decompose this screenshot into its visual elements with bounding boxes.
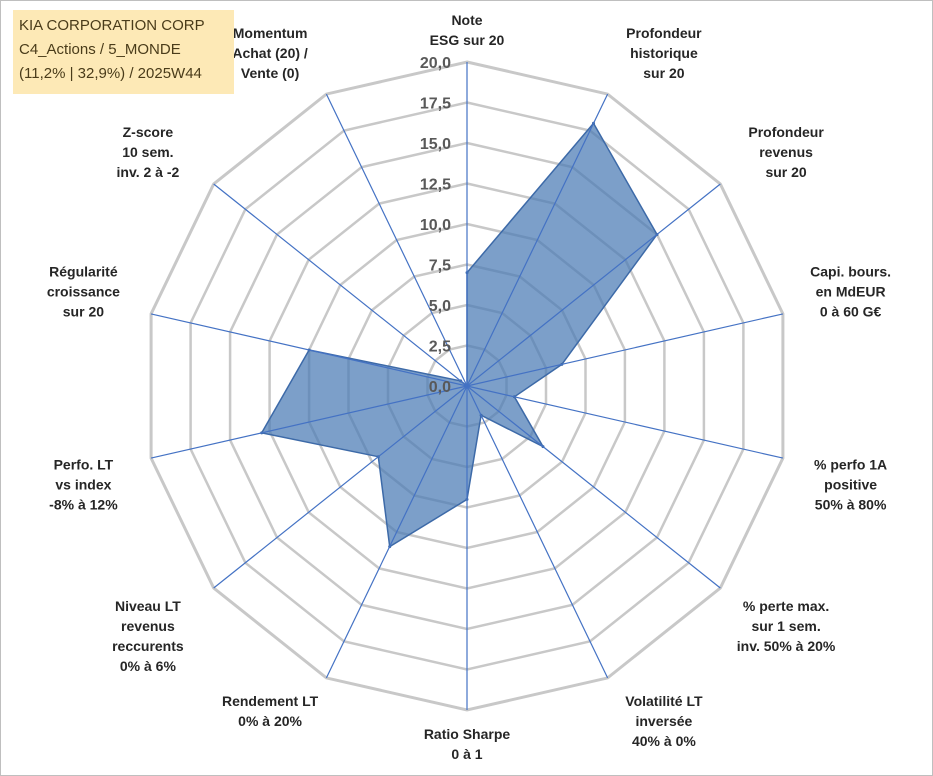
axis-spoke-2 — [466, 183, 721, 387]
axis-label-3-line-2: 0 à 60 G€ — [820, 304, 882, 320]
axis-spoke-9 — [213, 385, 468, 589]
axis-label-3: Capi. bours. en MdEUR 0 à 60 G€ — [810, 264, 891, 320]
axis-label-12: Z-score 10 sem. inv. 2 à -2 — [117, 124, 180, 180]
axis-label-3-line-1: en MdEUR — [816, 284, 886, 300]
axis-spoke-13 — [325, 93, 468, 387]
axis-label-4-line-1: positive — [824, 476, 877, 492]
axis-label-5-line-0: % perte max. — [743, 598, 829, 614]
axis-label-6-line-1: inversée — [635, 713, 692, 729]
axis-label-2: Profondeur revenus sur 20 — [748, 124, 824, 180]
axis-labels: Note ESG sur 20 Profondeur historique sur 20… — [47, 12, 891, 762]
axis-label-6: Volatilité LT inversée 40% à 0% — [625, 693, 703, 749]
axis-spoke-12 — [213, 183, 468, 387]
chart-title-line-2: C4_Actions / 5_MONDE — [19, 41, 181, 58]
axis-label-10: Perfo. LT vs index -8% à 12% — [49, 456, 118, 512]
tick-label-1: 2,5 — [429, 339, 451, 356]
axis-label-7-line-1: 0 à 1 — [451, 746, 482, 762]
axis-spoke-8 — [325, 385, 468, 679]
axis-label-8-line-1: 0% à 20% — [238, 713, 302, 729]
axis-label-3-line-0: Capi. bours. — [810, 264, 891, 280]
axis-spoke-10 — [150, 385, 468, 459]
axis-label-4-line-2: 50% à 80% — [815, 496, 887, 512]
chart-title-line-1: KIA CORPORATION CORP — [19, 17, 205, 34]
axis-label-0-line-0: Note — [451, 12, 482, 28]
axis-label-2-line-0: Profondeur — [748, 124, 824, 140]
chart-title-line-3: (11,2% | 32,9%) / 2025W44 — [19, 65, 202, 82]
axis-label-6-line-0: Volatilité LT — [625, 693, 703, 709]
axis-label-13-line-1: Achat (20) / — [232, 45, 308, 61]
axis-label-1: Profondeur historique sur 20 — [626, 25, 702, 81]
axis-label-13: Momentum Achat (20) / Vente (0) — [232, 25, 308, 81]
axis-label-13-line-0: Momentum — [233, 25, 308, 41]
axis-label-9-line-3: 0% à 6% — [120, 658, 177, 674]
axis-label-1-line-0: Profondeur — [626, 25, 702, 41]
chart-title-box: KIA CORPORATION CORP C4_Actions / 5_MOND… — [13, 10, 234, 94]
tick-label-2: 5,0 — [429, 298, 451, 315]
tick-label-3: 7,5 — [429, 258, 451, 275]
tick-label-8: 20,0 — [420, 55, 451, 72]
axis-label-0: Note ESG sur 20 — [430, 12, 505, 48]
axis-label-7-line-0: Ratio Sharpe — [424, 726, 511, 742]
axis-label-11: Régularité croissance sur 20 — [47, 264, 120, 320]
axis-label-12-line-1: 10 sem. — [122, 144, 173, 160]
axis-label-10-line-1: vs index — [55, 476, 111, 492]
axis-label-9-line-1: revenus — [121, 618, 175, 634]
axis-label-9-line-0: Niveau LT — [115, 598, 181, 614]
axis-label-5-line-1: sur 1 sem. — [751, 618, 820, 634]
tick-label-7: 17,5 — [420, 96, 451, 113]
axis-label-5-line-2: inv. 50% à 20% — [737, 638, 836, 654]
axis-label-11-line-0: Régularité — [49, 264, 118, 280]
axis-spoke-5 — [466, 385, 721, 589]
tick-labels: 0,0 2,5 5,0 7,5 10,0 12,5 15,0 17,5 20,0 — [420, 55, 451, 396]
axis-label-11-line-1: croissance — [47, 284, 120, 300]
axis-label-6-line-2: 40% à 0% — [632, 733, 696, 749]
axis-label-5: % perte max. sur 1 sem. inv. 50% à 20% — [737, 598, 836, 654]
axis-label-13-line-2: Vente (0) — [241, 65, 299, 81]
tick-label-4: 10,0 — [420, 217, 451, 234]
axis-label-1-line-1: historique — [630, 45, 698, 61]
axis-spoke-11 — [150, 313, 468, 387]
axis-spoke-1 — [466, 93, 609, 387]
axis-label-2-line-1: revenus — [759, 144, 813, 160]
axis-label-11-line-2: sur 20 — [63, 304, 104, 320]
axis-label-10-line-2: -8% à 12% — [49, 496, 118, 512]
axis-label-7: Ratio Sharpe 0 à 1 — [424, 726, 511, 762]
axis-label-10-line-0: Perfo. LT — [54, 456, 114, 472]
tick-label-0: 0,0 — [429, 379, 451, 396]
axis-spokes — [150, 62, 784, 710]
series-area — [260, 121, 658, 548]
axis-label-8-line-0: Rendement LT — [222, 693, 319, 709]
axis-label-12-line-0: Z-score — [123, 124, 174, 140]
axis-label-2-line-2: sur 20 — [765, 164, 806, 180]
axis-label-0-line-1: ESG sur 20 — [430, 32, 505, 48]
axis-label-9: Niveau LT revenus reccurents 0% à 6% — [112, 598, 184, 674]
axis-spoke-3 — [466, 313, 784, 387]
axis-label-1-line-2: sur 20 — [643, 65, 684, 81]
axis-label-12-line-2: inv. 2 à -2 — [117, 164, 180, 180]
axis-label-9-line-2: reccurents — [112, 638, 184, 654]
tick-label-5: 12,5 — [420, 177, 451, 194]
axis-spoke-4 — [466, 385, 784, 459]
axis-label-8: Rendement LT 0% à 20% — [222, 693, 319, 729]
tick-label-6: 15,0 — [420, 136, 451, 153]
axis-label-4-line-0: % perfo 1A — [814, 456, 887, 472]
axis-label-4: % perfo 1A positive 50% à 80% — [814, 456, 887, 512]
axis-spoke-6 — [466, 385, 609, 679]
